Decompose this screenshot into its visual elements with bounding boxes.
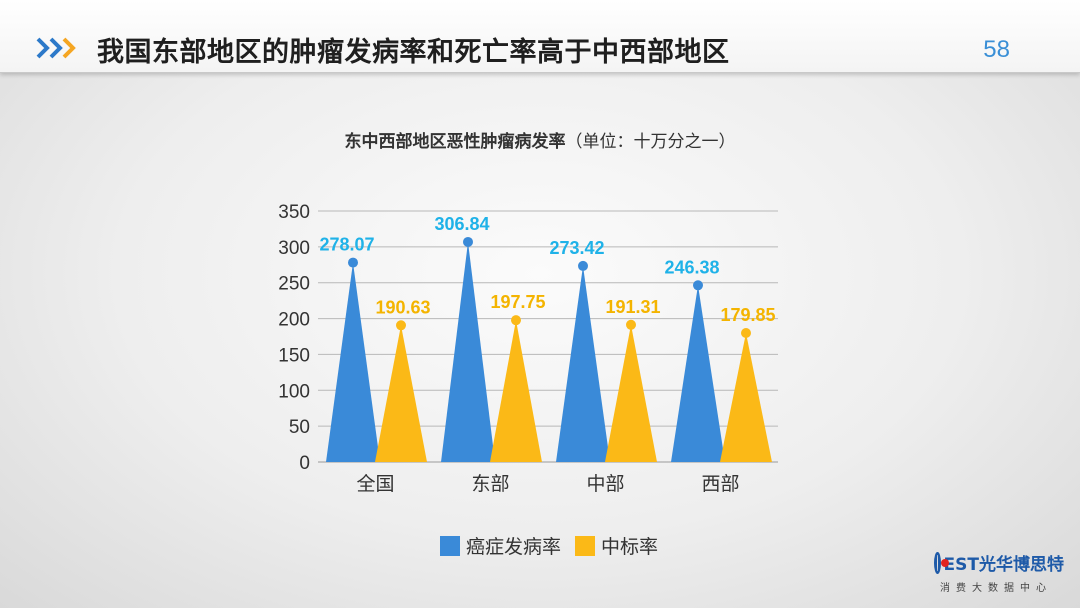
legend-swatch (575, 535, 596, 556)
chart-bar (490, 320, 542, 462)
data-label: 197.75 (490, 292, 545, 312)
chart-point (396, 320, 406, 331)
data-label: 306.84 (434, 214, 489, 234)
chart-bar (720, 333, 772, 462)
y-tick-label: 200 (278, 310, 310, 331)
chart-bar (375, 325, 427, 462)
x-tick-label: 东部 (471, 473, 509, 495)
data-label: 278.07 (319, 235, 374, 255)
y-tick-label: 100 (278, 381, 310, 402)
chart-point (626, 319, 636, 330)
brand-logo: EST光华博思特 消费大数据中心 (934, 550, 1064, 594)
chart-title-unit: （单位：十万分之一） (565, 132, 736, 152)
y-tick-label: 150 (278, 345, 310, 366)
legend-swatch (440, 535, 460, 556)
y-tick-label: 350 (278, 202, 310, 223)
y-tick-label: 0 (299, 453, 310, 474)
logo-mark-icon (934, 551, 949, 574)
x-tick-label: 中部 (586, 473, 624, 495)
page-number: 58 (983, 36, 1010, 63)
data-label: 191.31 (605, 297, 660, 317)
double-chevron-icon (36, 37, 76, 59)
chart-point (348, 257, 358, 268)
chart-bar (671, 285, 725, 462)
chart-title: 东中西部地区恶性肿瘤病发率（单位：十万分之一） (0, 127, 1080, 152)
logo-brand: EST光华博思特 (943, 555, 1064, 575)
chart-point (463, 236, 473, 247)
y-tick-label: 50 (289, 417, 310, 438)
data-label: 246.38 (664, 257, 719, 277)
legend-label: 中标率 (601, 536, 659, 558)
x-tick-label: 西部 (701, 473, 739, 495)
chart-point (578, 260, 588, 271)
chart-legend: 癌症发病率 中标率 (440, 532, 672, 559)
x-tick-label: 全国 (356, 473, 394, 495)
y-tick-label: 300 (278, 238, 310, 259)
legend-label: 癌症发病率 (466, 536, 562, 558)
chart-point (693, 280, 703, 291)
slide-header: 我国东部地区的肿瘤发病率和死亡率高于中西部地区 58 (0, 0, 1080, 73)
page-title: 我国东部地区的肿瘤发病率和死亡率高于中西部地区 (97, 37, 730, 68)
chart-point (741, 328, 751, 339)
data-label: 273.42 (549, 238, 604, 258)
chart-point (511, 315, 521, 326)
data-label: 179.85 (720, 305, 775, 325)
y-tick-label: 250 (278, 274, 310, 295)
chart-bar (556, 265, 610, 462)
legend-item-series-1: 癌症发病率 (440, 532, 561, 559)
data-label: 190.63 (375, 297, 430, 317)
logo-tagline: 消费大数据中心 (940, 583, 1052, 594)
chart-bar (441, 241, 495, 462)
chart-title-main: 东中西部地区恶性肿瘤病发率 (344, 132, 566, 152)
chart-bar (605, 324, 657, 462)
chart-bar (326, 262, 380, 462)
legend-item-series-2: 中标率 (575, 532, 658, 559)
